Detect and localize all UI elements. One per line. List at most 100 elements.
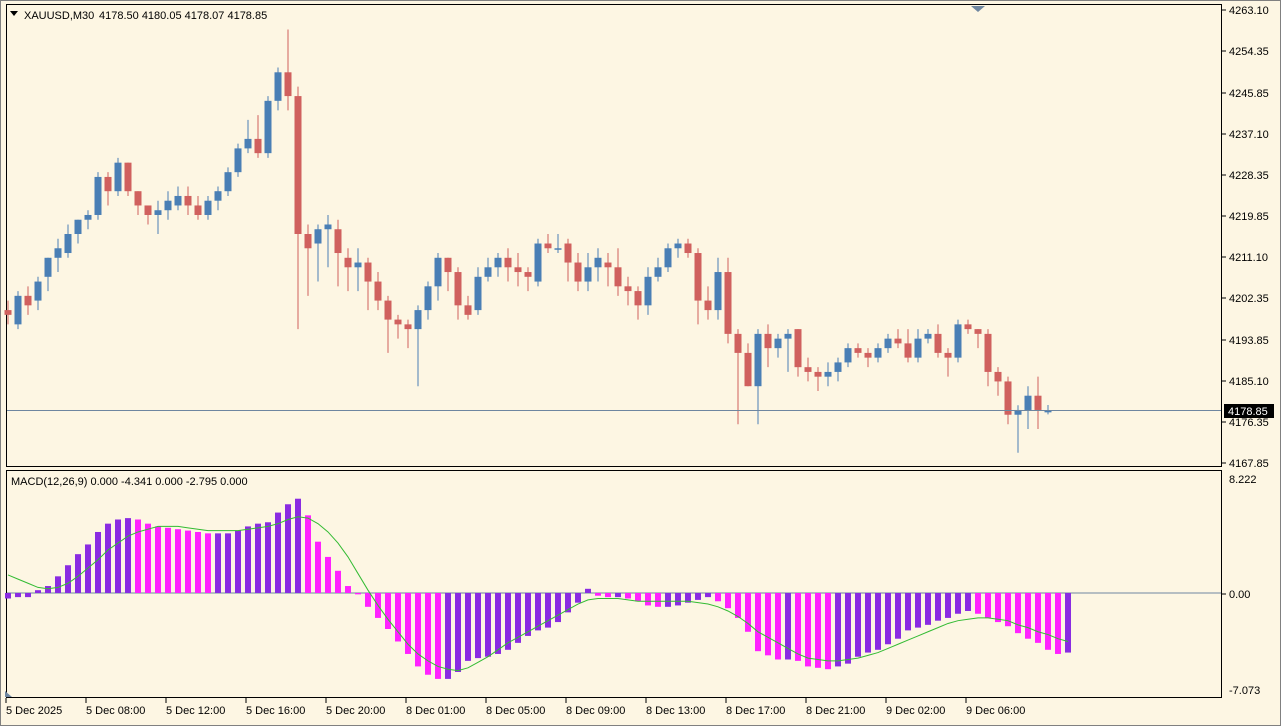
macd-histogram-bar	[145, 523, 151, 593]
candle	[544, 234, 552, 254]
price-tick: 4219.85	[1229, 211, 1269, 223]
candle	[834, 357, 842, 382]
candle	[894, 329, 902, 349]
macd-histogram-bar	[975, 592, 981, 614]
macd-histogram-bar	[995, 592, 1001, 623]
price-tick: 4193.85	[1229, 335, 1269, 347]
candle	[614, 248, 622, 296]
candle-body	[844, 348, 852, 363]
macd-histogram-bar	[815, 592, 821, 668]
macd-histogram-bar	[575, 592, 581, 603]
candle	[64, 224, 72, 258]
candle-body	[114, 162, 122, 192]
candle	[204, 195, 212, 220]
macd-histogram-bar	[845, 592, 851, 664]
candle	[984, 329, 992, 387]
macd-histogram-bar	[425, 592, 431, 675]
time-tick: 8 Dec 01:00	[406, 705, 465, 717]
candle-body	[134, 191, 142, 206]
candle	[474, 267, 482, 315]
price-tick: 4245.85	[1229, 88, 1269, 100]
candle	[604, 253, 612, 287]
price-axis[interactable]: 4263.10 4254.35 4245.85 4237.10 4228.35 …	[1222, 5, 1269, 470]
candle	[424, 281, 432, 320]
candle-body	[614, 267, 622, 287]
macd-histogram-bar	[305, 515, 311, 593]
candle	[554, 234, 562, 254]
candle-body	[44, 257, 52, 277]
macd-histogram-bar	[165, 527, 171, 593]
candle-body	[814, 371, 822, 377]
macd-histogram-bar	[785, 592, 791, 660]
candle-body	[124, 162, 132, 192]
candle-body	[314, 229, 322, 244]
candle	[594, 248, 602, 282]
candle-body	[154, 210, 162, 215]
candle-body	[524, 272, 532, 277]
candle	[724, 257, 732, 344]
macd-histogram-bar	[5, 592, 11, 599]
candle-body	[264, 100, 272, 154]
macd-histogram-bar	[335, 570, 341, 593]
macd-histogram-bar	[645, 592, 651, 606]
candle	[644, 267, 652, 315]
candle	[974, 329, 982, 349]
macd-histogram-bar	[175, 529, 181, 593]
price-pane[interactable]	[6, 4, 1222, 467]
candle	[394, 314, 402, 339]
candle	[494, 253, 502, 277]
candle-body	[414, 310, 422, 330]
candle	[884, 333, 892, 353]
candle	[844, 343, 852, 368]
candle-body	[954, 324, 962, 358]
candle	[54, 238, 62, 273]
candle	[814, 367, 822, 391]
price-tick: 4211.10	[1229, 252, 1268, 264]
candle-body	[774, 338, 782, 349]
candle	[934, 324, 942, 358]
candle	[34, 276, 42, 311]
candle	[194, 195, 202, 220]
candle-body	[1014, 409, 1022, 415]
macd-histogram-bar	[1015, 592, 1021, 634]
scroll-marker-icon[interactable]	[5, 691, 12, 697]
macd-histogram-bar	[585, 588, 591, 593]
macd-histogram-bar	[455, 592, 461, 672]
candle	[384, 295, 392, 353]
macd-histogram-bar	[1045, 592, 1051, 650]
candle	[74, 219, 82, 244]
candle-body	[744, 352, 752, 387]
candle	[994, 367, 1002, 396]
macd-histogram-bar	[385, 592, 391, 630]
candle-body	[664, 248, 672, 268]
macd-histogram-bar	[245, 526, 251, 593]
macd-histogram-bar	[475, 592, 481, 659]
candle	[484, 257, 492, 282]
candle	[924, 329, 932, 344]
candle	[694, 248, 702, 325]
macd-histogram-bar	[855, 592, 861, 657]
candle-body	[74, 219, 82, 235]
macd-histogram-bar	[805, 592, 811, 667]
macd-histogram-bar	[725, 592, 731, 609]
macd-histogram-bar	[395, 592, 401, 642]
macd-histogram-bar	[135, 519, 141, 593]
chart-shift-marker-icon[interactable]	[971, 6, 985, 12]
candle-body	[254, 138, 262, 154]
candle-body	[564, 243, 572, 263]
time-axis[interactable]: 5 Dec 2025 5 Dec 08:00 5 Dec 12:00 5 Dec…	[5, 698, 1025, 717]
candle	[454, 267, 462, 320]
candle	[244, 119, 252, 154]
candle	[534, 238, 542, 287]
candle-body	[204, 200, 212, 215]
candle	[144, 205, 152, 225]
time-tick: 8 Dec 09:00	[566, 705, 625, 717]
candle-body	[24, 295, 32, 306]
symbol-dropdown-icon[interactable]	[10, 11, 18, 16]
candle	[1014, 405, 1022, 453]
candle	[234, 143, 242, 177]
macd-histogram-bar	[95, 531, 101, 593]
time-tick: 5 Dec 2025	[6, 705, 62, 717]
candle	[504, 248, 512, 282]
